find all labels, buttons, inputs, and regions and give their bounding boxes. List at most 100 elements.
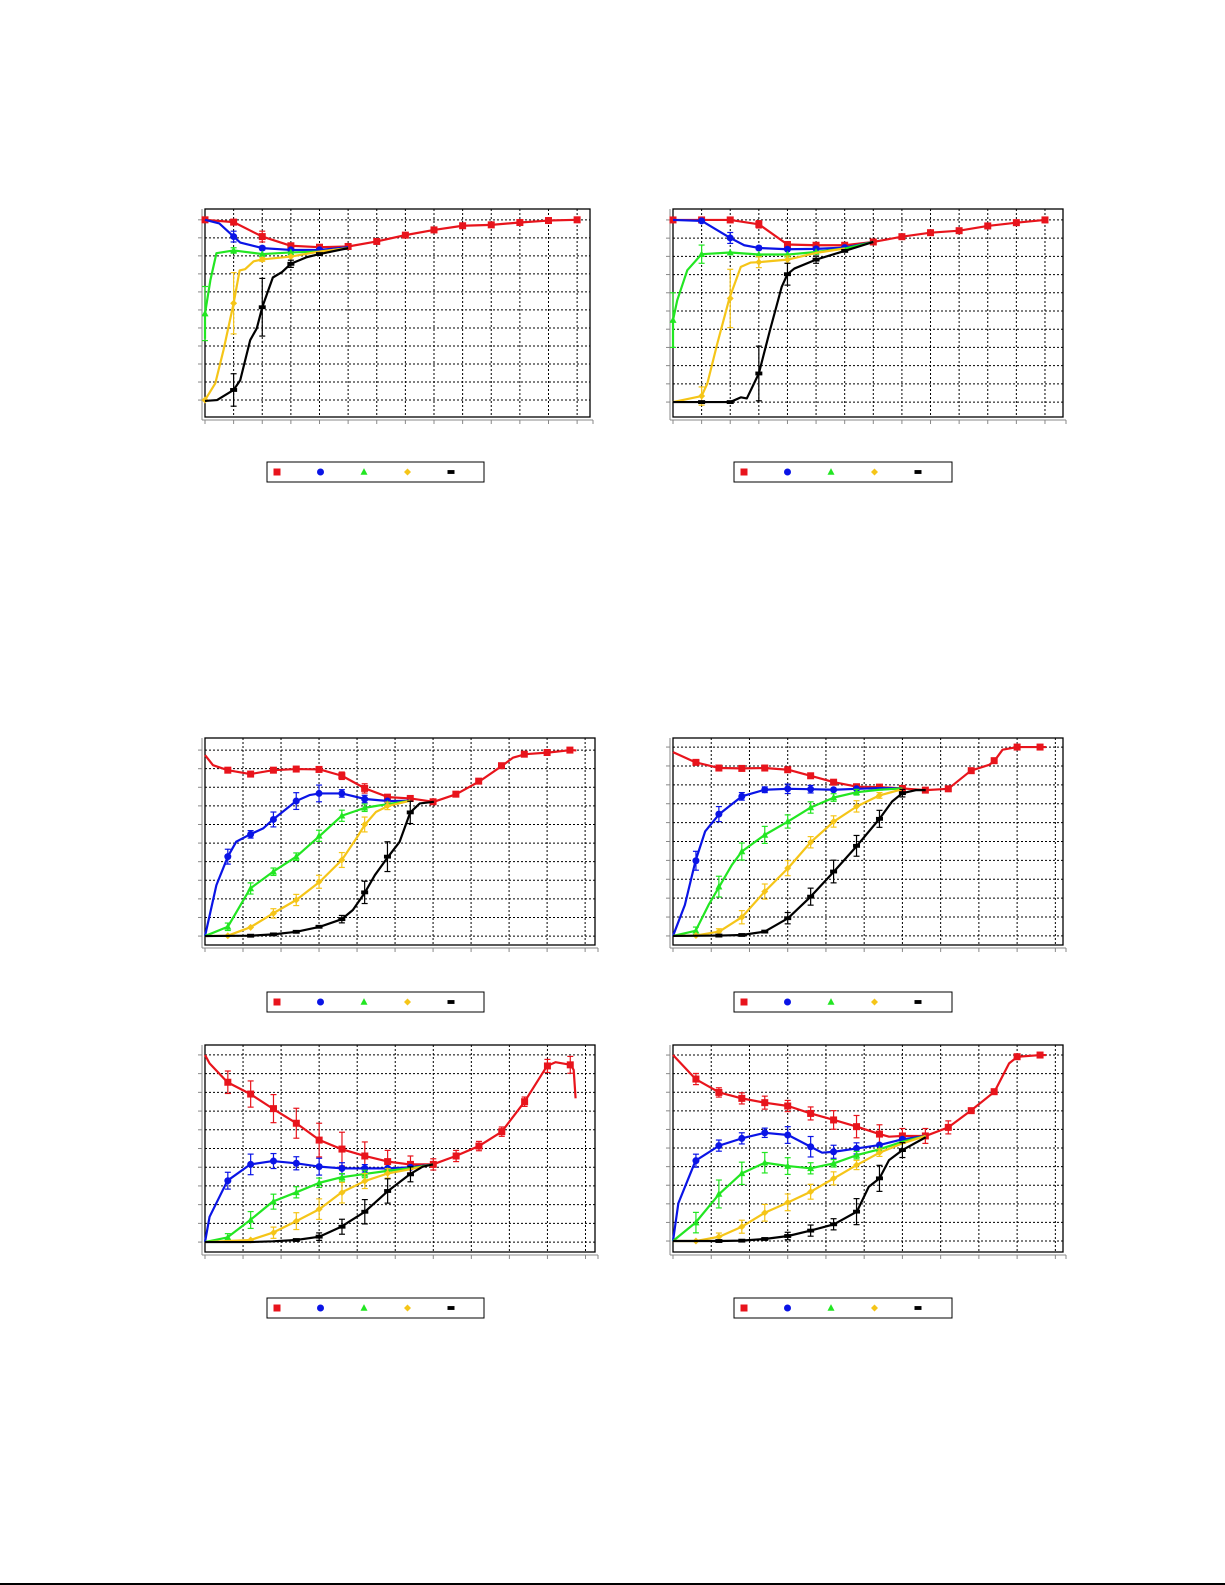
data-point-blue: [698, 217, 706, 225]
legend-marker-blue: [784, 998, 791, 1006]
series-line-black: [204, 247, 349, 403]
legend-marker-black: [914, 470, 922, 474]
data-point-red: [967, 1107, 975, 1115]
legend-marker-blue: [784, 1304, 791, 1312]
data-point-red: [287, 242, 295, 250]
data-point-red: [315, 1136, 323, 1144]
data-point-blue: [692, 1157, 700, 1165]
page-bottom-rule: [0, 1583, 1225, 1585]
data-point-blue: [338, 789, 346, 797]
data-point-green: [692, 1218, 700, 1226]
data-point-green: [698, 250, 706, 257]
data-point-red: [361, 784, 369, 792]
data-point-black: [841, 248, 849, 253]
data-point-red: [1041, 216, 1049, 224]
data-point-red: [521, 1098, 529, 1106]
data-point-yellow: [738, 913, 746, 921]
data-point-black: [258, 305, 266, 310]
data-point-red: [761, 764, 769, 772]
data-point-blue: [315, 1163, 323, 1171]
series-line-yellow: [204, 1163, 434, 1244]
data-point-red: [830, 1116, 838, 1124]
data-point-red: [543, 1062, 551, 1070]
data-point-red: [247, 1090, 255, 1098]
series-line-green: [671, 240, 874, 347]
data-point-blue: [830, 786, 838, 794]
data-point-green: [292, 1188, 300, 1196]
data-point-black: [875, 816, 883, 821]
data-point-red: [497, 762, 505, 770]
series-line-yellow: [673, 1134, 927, 1243]
legend-marker-green: [827, 468, 835, 475]
data-point-red: [927, 229, 935, 237]
data-point-red: [344, 242, 352, 250]
data-point-red: [566, 1061, 574, 1069]
data-point-black: [383, 854, 391, 859]
data-point-red: [498, 1128, 506, 1136]
data-point-red: [984, 222, 992, 230]
data-point-green: [224, 1233, 232, 1241]
legend-box: [733, 991, 953, 1013]
data-point-red: [258, 233, 266, 241]
data-point-green: [853, 1151, 861, 1158]
legend: [266, 461, 485, 483]
legend-marker-blue: [317, 998, 324, 1006]
data-point-yellow: [784, 1198, 792, 1206]
data-point-red: [383, 793, 391, 801]
series-line-red: [673, 218, 1046, 247]
legend-marker-black: [914, 1000, 922, 1004]
data-point-black: [738, 933, 746, 937]
legend-box: [266, 461, 485, 483]
series-line-yellow: [672, 247, 845, 404]
data-point-red: [784, 1102, 792, 1110]
data-point-red: [990, 757, 998, 765]
data-point-green: [230, 246, 238, 254]
data-point-red: [430, 226, 438, 234]
data-point-black: [698, 400, 706, 404]
data-point-yellow: [726, 294, 734, 302]
series-line-green: [204, 799, 411, 938]
series-black: [204, 247, 349, 407]
legend-marker-red: [740, 468, 748, 476]
legend-marker-green: [827, 1304, 835, 1311]
data-point-yellow: [784, 864, 792, 872]
data-point-black: [338, 1224, 346, 1229]
data-point-red: [955, 227, 963, 235]
data-point-blue: [726, 234, 734, 242]
data-point-black: [812, 257, 820, 262]
data-point-yellow: [807, 838, 815, 846]
data-point-red: [459, 222, 467, 230]
data-point-green: [715, 1190, 723, 1197]
series-line-blue: [203, 1159, 434, 1243]
data-point-black: [361, 1209, 369, 1214]
data-point-yellow: [269, 1229, 277, 1237]
data-point-black: [715, 1239, 723, 1243]
data-point-red: [738, 1094, 746, 1102]
data-point-yellow: [875, 1149, 883, 1157]
data-point-green: [726, 248, 734, 256]
data-point-green: [738, 847, 746, 855]
data-point-green: [361, 803, 369, 811]
legend-marker-black: [914, 1306, 922, 1310]
data-point-red: [543, 749, 551, 757]
legend-marker-black: [447, 1000, 455, 1004]
series-yellow: [673, 1134, 927, 1245]
series-red: [204, 746, 577, 806]
data-point-black: [898, 791, 906, 796]
chart-panel-2: [666, 208, 1067, 483]
data-point-blue: [292, 1159, 300, 1167]
legend-box: [733, 1297, 953, 1319]
data-point-black: [830, 1222, 838, 1227]
data-point-red: [944, 1123, 952, 1131]
legend-box: [266, 991, 485, 1013]
legend: [733, 461, 953, 483]
data-point-green: [269, 867, 277, 875]
data-point-red: [830, 778, 838, 786]
data-point-yellow: [315, 878, 323, 886]
data-point-yellow: [292, 896, 300, 904]
data-point-yellow: [247, 923, 255, 931]
data-point-black: [761, 929, 769, 934]
data-point-yellow: [292, 1217, 300, 1225]
data-point-red: [715, 1088, 723, 1096]
chart-panel-5: [198, 1044, 599, 1319]
